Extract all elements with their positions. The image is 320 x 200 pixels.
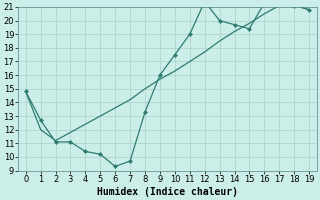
X-axis label: Humidex (Indice chaleur): Humidex (Indice chaleur) <box>97 186 238 197</box>
